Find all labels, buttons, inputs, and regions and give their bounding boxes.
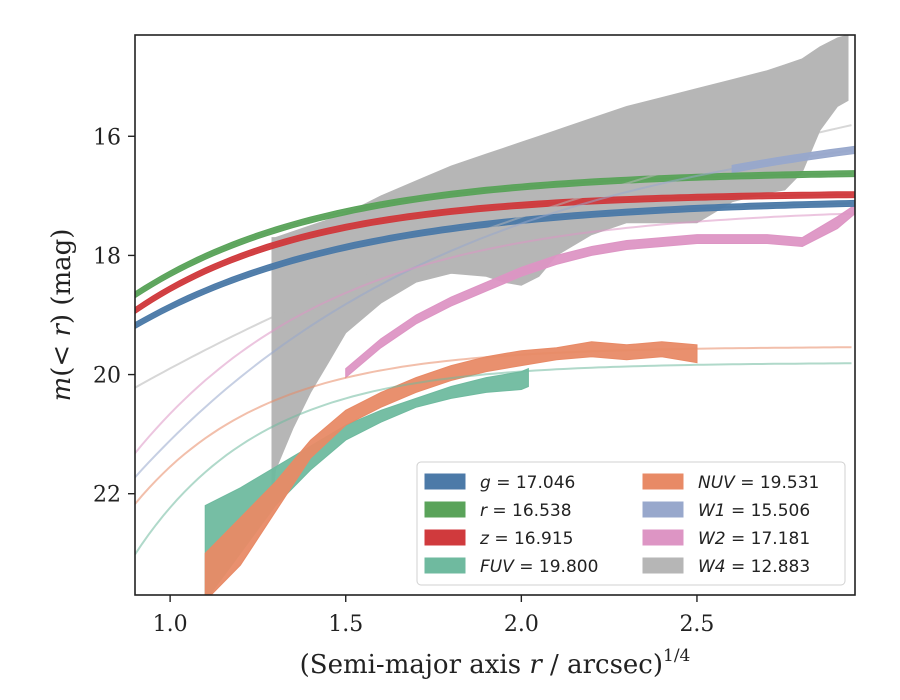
model-curve-layer: [135, 124, 852, 555]
model-curve-z: [135, 193, 852, 312]
model-curve-w1: [135, 149, 852, 478]
legend-label-w4: W4 = 12.883: [698, 557, 810, 577]
band-w2: [345, 204, 855, 379]
model-curve-g: [135, 202, 852, 327]
model-curve-r: [135, 172, 852, 296]
x-tick-label: 1.0: [153, 612, 188, 637]
model-curve-nuv: [135, 346, 852, 505]
legend-swatch-fuv: [424, 557, 466, 574]
legend-label-g: g = 17.046: [480, 473, 575, 493]
legend-swatch-w2: [642, 529, 684, 546]
model-curve-w4: [135, 124, 852, 389]
legend-label-r: r = 16.538: [480, 501, 572, 521]
legend: g = 17.046 r = 16.538 z = 16.915 FUV = 19.8…: [416, 461, 846, 586]
x-tick-label: 1.5: [328, 612, 363, 637]
model-curve-fuv: [135, 362, 852, 555]
band-nuv: [204, 341, 698, 595]
model-curve-w2: [135, 212, 852, 454]
y-tick-label: 18: [93, 244, 121, 269]
band-r: [135, 170, 855, 299]
y-tick-label: 20: [93, 364, 121, 389]
x-tick-label: 2.0: [504, 612, 539, 637]
legend-swatch-w1: [642, 501, 684, 518]
legend-swatch-g: [424, 473, 466, 490]
y-tick-label: 16: [93, 125, 121, 150]
x-axis-title: (Semi-major axis r / arcsec)1/4: [300, 646, 691, 680]
plot-frame: [134, 34, 856, 596]
legend-label-w2: W2 = 17.181: [698, 529, 810, 549]
legend-label-w1: W1 = 15.506: [698, 501, 810, 521]
legend-box: [416, 461, 846, 586]
legend-label-fuv: FUV = 19.800: [480, 557, 598, 577]
axes-layer: 1.0 1.5 2.0 2.5 16 18 20 22: [93, 34, 856, 637]
legend-swatch-w4: [642, 557, 684, 574]
legend-swatch-z: [424, 529, 466, 546]
y-tick-label: 22: [93, 483, 121, 508]
band-z: [135, 191, 855, 315]
band-w4: [271, 35, 849, 506]
legend-label-z: z = 16.915: [479, 529, 573, 549]
x-tick-label: 2.5: [679, 612, 714, 637]
y-axis-title: m(< r) (mag): [47, 229, 77, 402]
legend-label-nuv: NUV = 19.531: [698, 473, 819, 493]
legend-swatch-r: [424, 501, 466, 518]
legend-swatch-nuv: [642, 473, 684, 490]
